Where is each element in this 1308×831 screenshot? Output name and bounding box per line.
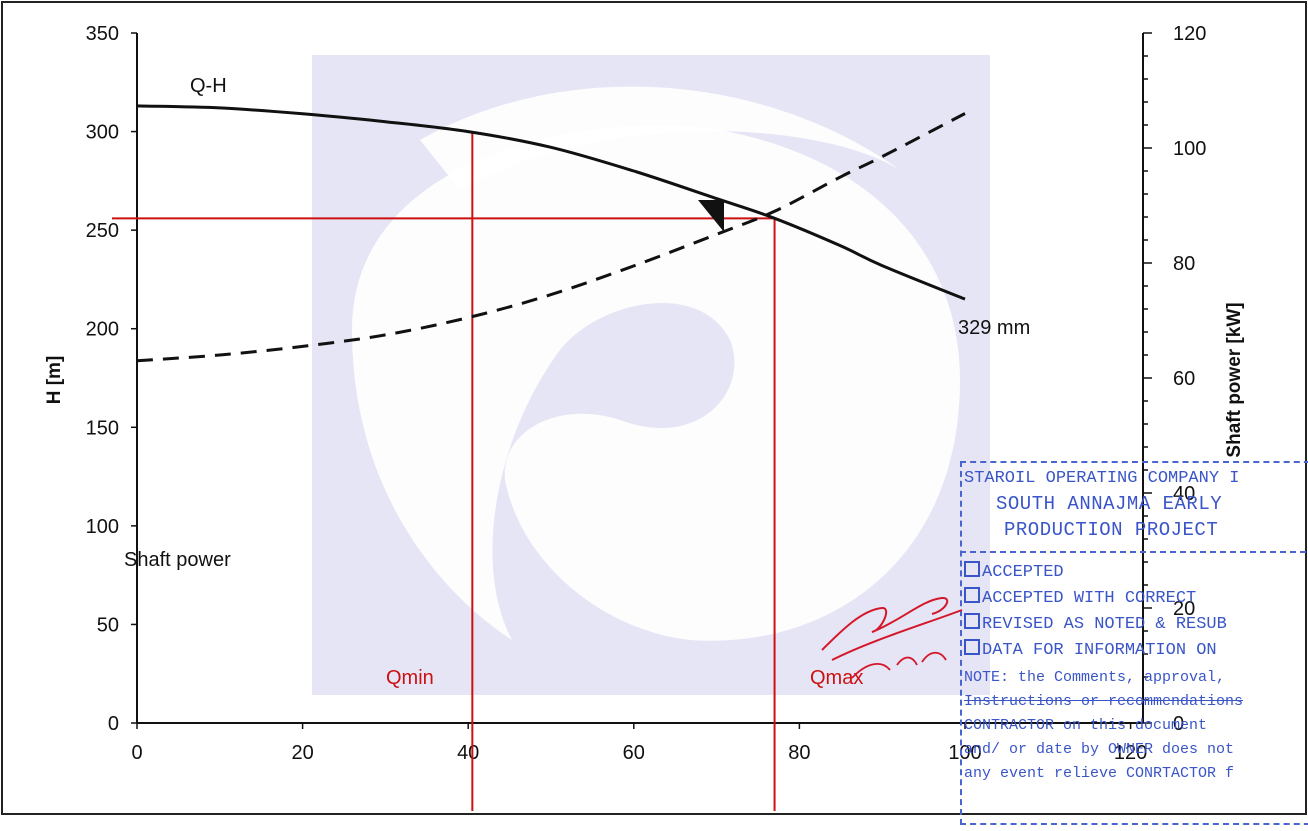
y-left-tick-label: 200 xyxy=(86,319,119,341)
stamp-company: STAROIL OPERATING COMPANY I xyxy=(964,469,1239,488)
y-left-tick-label: 100 xyxy=(86,516,119,538)
stamp-option-accepted-label: ACCEPTED xyxy=(982,563,1064,582)
stamp-option-accepted-corrections: ACCEPTED WITH CORRECT xyxy=(964,587,1196,608)
stamp-option-revised-label: REVISED AS NOTED & RESUB xyxy=(982,615,1227,634)
stamp-note-5: any event relieve CONRTACTOR f xyxy=(964,765,1234,782)
x-tick-label: 20 xyxy=(291,742,313,764)
y-left-tick-label: 250 xyxy=(86,220,119,242)
y-left-tick-label: 350 xyxy=(86,23,119,45)
y-left-tick-label: 300 xyxy=(86,122,119,144)
stamp-note-2: Instructions or recommendations xyxy=(964,693,1243,710)
qmin-label: Qmin xyxy=(386,667,434,689)
stamp-option-information-label: DATA FOR INFORMATION ON xyxy=(982,641,1217,660)
y-left-axis-title: H [m] xyxy=(44,356,65,405)
y-right-tick-label: 80 xyxy=(1173,253,1195,275)
signature-date-stroke xyxy=(852,653,946,678)
stamp-option-accepted-corrections-label: ACCEPTED WITH CORRECT xyxy=(982,589,1196,608)
stamp-note-1: NOTE: the Comments, approval, xyxy=(964,669,1225,686)
y-left-tick-label: 0 xyxy=(108,713,119,735)
y-right-tick-label: 100 xyxy=(1173,138,1206,160)
impeller-diameter-label: 329 mm xyxy=(958,317,1030,339)
handwritten-signature xyxy=(812,570,972,690)
stamp-note-3: CONTRACTOR on this document xyxy=(964,717,1207,734)
stamp-option-revised: REVISED AS NOTED & RESUB xyxy=(964,613,1227,634)
x-tick-label: 60 xyxy=(623,742,645,764)
y-right-tick-label: 120 xyxy=(1173,23,1206,45)
shaft-power-curve-label: Shaft power xyxy=(124,549,231,571)
x-tick-label: 40 xyxy=(457,742,479,764)
y-left-tick-label: 50 xyxy=(97,614,119,636)
stamp-note-4: and/ or date by OWNER does not xyxy=(964,741,1234,758)
y-right-axis-title: Shaft power [kW] xyxy=(1224,302,1245,457)
qh-curve-label: Q-H xyxy=(190,75,227,97)
approval-stamp: STAROIL OPERATING COMPANY I SOUTH ANNAJM… xyxy=(960,461,1308,831)
x-tick-label: 80 xyxy=(788,742,810,764)
y-right-tick-label: 60 xyxy=(1173,368,1195,390)
x-tick-label: 0 xyxy=(131,742,142,764)
stamp-project-line2: PRODUCTION PROJECT xyxy=(1004,519,1218,541)
y-left-tick-label: 150 xyxy=(86,417,119,439)
signature-stroke xyxy=(822,598,962,660)
stamp-divider xyxy=(960,551,1308,553)
stamp-option-information: DATA FOR INFORMATION ON xyxy=(964,639,1217,660)
stamp-project-line1: SOUTH ANNAJMA EARLY xyxy=(996,493,1222,515)
stamp-option-accepted: ACCEPTED xyxy=(964,561,1064,582)
